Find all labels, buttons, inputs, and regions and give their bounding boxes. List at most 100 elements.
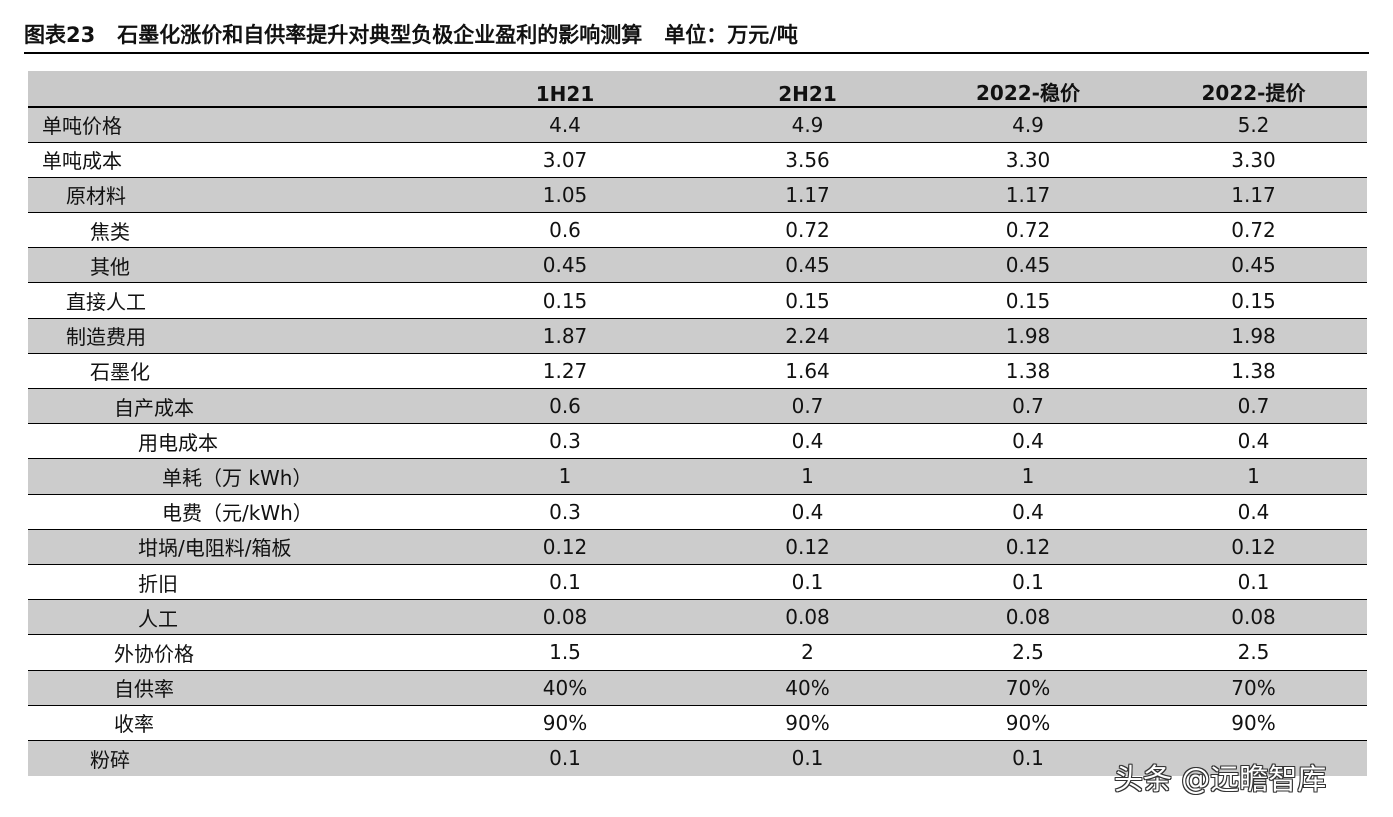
- column-header: 1H21: [535, 82, 595, 106]
- table-cell: 0.45: [542, 253, 588, 278]
- column-header: 2022-提价: [1201, 81, 1306, 105]
- row-label: 单吨价格: [42, 114, 122, 139]
- table-row: 其他 0.45 0.45 0.45 0.45: [28, 247, 1367, 283]
- table-cell: 0.4: [1012, 499, 1044, 524]
- table-cell: 0.1: [549, 746, 581, 771]
- table-cell: 0.1: [1012, 746, 1044, 771]
- row-label: 外协价格: [114, 641, 194, 666]
- column-header: 2H21: [778, 82, 837, 106]
- table-cell: 0.6: [549, 218, 581, 243]
- table-cell: 0.72: [1005, 218, 1051, 243]
- row-label: 原材料: [66, 184, 126, 209]
- table-cell: 0.12: [542, 534, 588, 559]
- table-cell: 0.72: [1231, 218, 1276, 243]
- table-cell: 0.4: [1012, 429, 1044, 454]
- table-row: 粉碎 0.1 0.1 0.1: [28, 740, 1367, 776]
- table-cell: 0.15: [542, 288, 588, 313]
- table-row: 单吨成本 3.07 3.56 3.30 3.30: [28, 142, 1367, 178]
- table-cell: 0.7: [791, 394, 824, 419]
- table-cell: 0.08: [1231, 605, 1276, 630]
- row-label: 折旧: [138, 571, 178, 596]
- table-cell: 0.12: [1231, 534, 1276, 559]
- table-cell: 2: [801, 640, 814, 665]
- table-cell: 1.38: [1231, 358, 1276, 383]
- table-cell: 0.08: [1005, 605, 1051, 630]
- table-cell: 40%: [785, 675, 830, 700]
- figure-title: 图表23 石墨化涨价和自供率提升对典型负极企业盈利的影响测算 单位：万元/吨: [24, 20, 1369, 54]
- figure-caption: 石墨化涨价和自供率提升对典型负极企业盈利的影响测算: [117, 23, 643, 47]
- row-label: 直接人工: [66, 290, 146, 315]
- row-label: 石墨化: [90, 360, 150, 385]
- table-cell: 70%: [1231, 675, 1276, 700]
- table-cell: 0.1: [1237, 570, 1270, 595]
- table-cell: 0.15: [1005, 288, 1051, 313]
- table-cell: 0.15: [785, 288, 830, 313]
- table-cell: 0.4: [1237, 499, 1270, 524]
- table-row: 坩埚/电阻料/箱板 0.12 0.12 0.12 0.12: [28, 529, 1367, 565]
- table-cell: 1.98: [1231, 323, 1276, 348]
- table-cell: 1.17: [785, 182, 830, 207]
- table-row: 折旧 0.1 0.1 0.1 0.1: [28, 564, 1367, 600]
- row-label: 人工: [138, 606, 178, 631]
- table-cell: 0.1: [791, 570, 824, 595]
- table-cell: 4.4: [549, 112, 581, 137]
- table-row: 自产成本 0.6 0.7 0.7 0.7: [28, 388, 1367, 424]
- table-cell: 0.4: [791, 429, 824, 454]
- table-cell: 0.12: [1005, 534, 1051, 559]
- figure-label: 图表23: [24, 23, 96, 47]
- table-cell: 4.9: [1012, 112, 1044, 137]
- table-cell: 0.15: [1231, 288, 1276, 313]
- column-header: 2022-稳价: [976, 81, 1080, 105]
- table-cell: 0.7: [1237, 394, 1270, 419]
- table-cell: 90%: [1231, 710, 1276, 735]
- table-cell: 0.45: [785, 253, 830, 278]
- row-label: 用电成本: [138, 430, 218, 455]
- table-row: 外协价格 1.5 2 2.5 2.5: [28, 635, 1367, 670]
- table-cell: 0.3: [549, 499, 581, 524]
- cost-estimate-table: 1H21 2H21 2022-稳价 2022-提价 单吨价格 4.4 4.9 4…: [28, 71, 1367, 776]
- table-cell: 3.56: [785, 147, 830, 172]
- row-label: 自产成本: [114, 395, 194, 420]
- table-cell: 3.07: [542, 147, 588, 172]
- row-label: 坩埚/电阻料/箱板: [138, 536, 292, 561]
- table-cell: 1: [801, 464, 814, 489]
- table-cell: 1.05: [542, 182, 588, 207]
- table-cell: 0.4: [791, 499, 824, 524]
- table-cell: 4.9: [791, 112, 824, 137]
- table-row: 制造费用 1.87 2.24 1.98 1.98: [28, 318, 1367, 354]
- table-cell: 1: [1021, 464, 1035, 489]
- row-label: 单耗（万 kWh）: [162, 465, 313, 490]
- row-label: 焦类: [90, 219, 130, 244]
- table-cell: 1.87: [542, 323, 588, 348]
- table-cell: 70%: [1005, 675, 1051, 700]
- table-cell: 2.5: [1237, 640, 1270, 665]
- table-header-row: 1H21 2H21 2022-稳价 2022-提价: [28, 71, 1367, 107]
- table-row: 用电成本 0.3 0.4 0.4 0.4: [28, 424, 1367, 459]
- table-cell: 0.45: [1231, 253, 1276, 278]
- table-cell: 1: [1247, 464, 1260, 489]
- row-label: 粉碎: [90, 747, 130, 772]
- table-cell: 2.5: [1012, 640, 1044, 665]
- table-cell: 3.30: [1231, 147, 1276, 172]
- table-cell: 0.72: [785, 218, 830, 243]
- table-cell: 0.08: [785, 605, 830, 630]
- table-cell: 1: [558, 464, 572, 489]
- row-label: 单吨成本: [42, 149, 122, 174]
- table-row: 单耗（万 kWh） 1 1 1 1: [28, 458, 1367, 495]
- row-label: 收率: [114, 712, 154, 737]
- column-header: [28, 71, 431, 107]
- table-row: 原材料 1.05 1.17 1.17 1.17: [28, 177, 1367, 213]
- table-row: 电费（元/kWh） 0.3 0.4 0.4 0.4: [28, 494, 1367, 530]
- row-label: 制造费用: [66, 325, 146, 350]
- table-cell: 0.7: [1012, 394, 1044, 419]
- unit-label: 单位：万元/吨: [664, 23, 798, 47]
- table-cell: 90%: [785, 710, 830, 735]
- table-row: 自供率 40% 40% 70% 70%: [28, 670, 1367, 706]
- table-row: 直接人工 0.15 0.15 0.15 0.15: [28, 283, 1367, 319]
- table-cell: 1.64: [785, 358, 830, 383]
- table-cell: 1.98: [1005, 323, 1051, 348]
- table-cell: 5.2: [1237, 112, 1270, 137]
- table-cell: 0.4: [1237, 429, 1270, 454]
- table-cell: 0.12: [785, 534, 830, 559]
- table-cell: 0.08: [542, 605, 588, 630]
